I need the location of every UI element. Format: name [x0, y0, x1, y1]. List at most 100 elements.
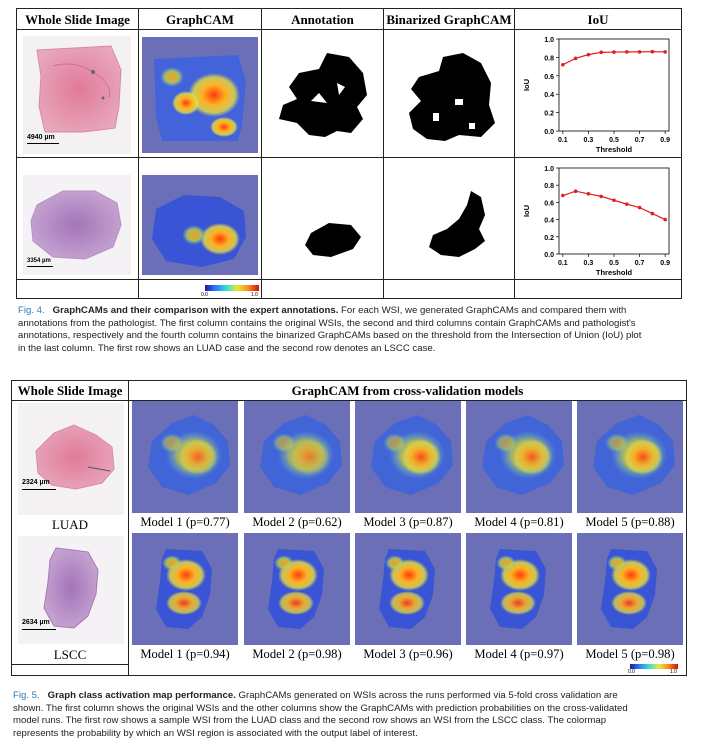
data-point	[573, 189, 578, 194]
y-tick-label: 0.6	[544, 200, 554, 207]
graphcam-panel	[355, 401, 461, 513]
caption-line: represents the probability by which an W…	[13, 727, 418, 739]
data-point	[586, 192, 591, 196]
data-point	[624, 50, 629, 54]
plot-frame	[558, 167, 670, 255]
graphcam-lscc-image	[142, 175, 258, 275]
scale-bar	[22, 629, 56, 630]
data-point	[561, 193, 565, 198]
header-iou: IoU	[587, 12, 609, 27]
scale-bar	[27, 266, 53, 267]
caption-line: model runs. The first row shows a sample…	[13, 715, 607, 727]
caption-line: annotations from the pathologist. The fi…	[18, 317, 636, 329]
data-point	[637, 50, 642, 54]
binarized-luad-image	[409, 53, 495, 141]
data-point	[573, 56, 578, 61]
graphcam-panel	[577, 401, 683, 513]
colorbar	[630, 664, 678, 669]
annotation-lscc-image	[305, 223, 361, 257]
fig5-wsi-luad	[18, 403, 124, 515]
model-label: Model 1 (p=0.77)	[140, 515, 230, 529]
fig4-title: GraphCAMs and their comparison with the …	[52, 305, 339, 316]
colorbar-max: 1.0	[670, 669, 677, 675]
fig5-title: Graph class activation map performance.	[47, 690, 236, 701]
graphcam-panel	[132, 401, 238, 513]
series-line	[562, 190, 666, 221]
row-label-lscc: LSCC	[53, 647, 87, 662]
y-tick-label: 0.2	[544, 235, 554, 242]
scale-bar-label: 2324 µm	[22, 479, 50, 486]
y-tick-label: 1.0	[544, 37, 554, 44]
x-axis-label: Threshold	[596, 145, 633, 154]
model-label: Model 2 (p=0.98)	[252, 647, 342, 661]
data-point	[650, 49, 655, 54]
data-point	[586, 52, 591, 57]
model-label: Model 5 (p=0.98)	[585, 647, 675, 661]
wsi-luad-image	[23, 36, 131, 154]
annotation-luad-image	[279, 53, 367, 137]
graphcam-luad-image	[142, 37, 258, 153]
model-label: Model 4 (p=0.81)	[474, 515, 564, 529]
x-tick-label: 0.9	[660, 137, 670, 144]
data-point	[612, 50, 616, 54]
x-tick-label: 0.5	[609, 260, 619, 267]
colorbar	[205, 285, 259, 291]
data-point	[637, 205, 642, 210]
header-whole-slide-image: Whole Slide Image	[25, 12, 130, 27]
x-tick-label: 0.3	[584, 260, 594, 267]
graphcam-panel	[244, 401, 350, 513]
data-point	[599, 194, 604, 199]
colorbar-min: 0.0	[628, 669, 635, 675]
data-point	[624, 202, 629, 206]
model-label: Model 3 (p=0.87)	[363, 515, 453, 529]
x-tick-label: 0.3	[584, 137, 594, 144]
fig5-wsi-lscc	[18, 536, 124, 644]
fig5-table: Whole Slide Image GraphCAM from cross-va…	[11, 380, 687, 676]
y-tick-label: 1.0	[544, 166, 554, 173]
x-tick-label: 0.9	[660, 260, 670, 267]
fig5-label: Fig. 5.	[13, 690, 40, 701]
x-tick-label: 0.7	[635, 137, 645, 144]
x-axis-label: Threshold	[596, 268, 633, 277]
x-tick-label: 0.7	[635, 260, 645, 267]
fig5-caption: Fig. 5. Graph class activation map perfo…	[13, 690, 713, 740]
y-axis-label: IoU	[522, 79, 531, 91]
header-annotation: Annotation	[291, 12, 354, 27]
data-point	[650, 211, 655, 216]
wsi-lscc-image	[23, 175, 131, 275]
y-tick-label: 0.8	[544, 183, 554, 190]
y-tick-label: 0.0	[544, 252, 554, 259]
data-point	[612, 198, 616, 203]
iou-chart-lscc: 0.0 0.2 0.4 0.6 0.8 1.0 0.1 0.3 0.5 0.7 0.9 Thresho…	[522, 166, 670, 277]
caption-line: annotations, respectively and the fourth…	[18, 330, 642, 342]
graphcam-panel	[466, 533, 572, 645]
fig5-header-whole-slide-image: Whole Slide Image	[17, 383, 123, 398]
caption-line: shown. The first column shows the origin…	[13, 702, 628, 714]
fig4-label: Fig. 4.	[18, 305, 45, 316]
data-point	[561, 62, 565, 67]
graphcam-panel	[132, 533, 238, 645]
scale-bar-label: 3354 µm	[27, 258, 51, 264]
caption-line: in the last column. The first row shows …	[18, 342, 436, 354]
graphcam-panel	[466, 401, 572, 513]
model-label: Model 1 (p=0.94)	[140, 647, 230, 661]
model-label: Model 2 (p=0.62)	[252, 515, 342, 529]
graphcam-panel	[355, 533, 461, 645]
binarized-lscc-image	[429, 191, 485, 257]
colorbar-max: 1.0	[251, 292, 258, 298]
fig4-caption: Fig. 4. GraphCAMs and their comparison w…	[18, 305, 708, 355]
y-tick-label: 0.4	[544, 218, 554, 225]
graphcam-panel	[577, 533, 683, 645]
data-point	[663, 217, 667, 222]
fig4-table: Whole Slide Image GraphCAM Annotation Bi…	[16, 8, 682, 299]
model-label: Model 3 (p=0.96)	[363, 647, 453, 661]
scale-bar-label: 4940 µm	[27, 134, 55, 141]
header-graphcam: GraphCAM	[166, 12, 234, 27]
y-tick-label: 0.6	[544, 74, 554, 81]
fig5-header-graphcam-cv: GraphCAM from cross-validation models	[291, 383, 524, 398]
y-tick-label: 0.4	[544, 92, 554, 99]
y-tick-label: 0.8	[544, 55, 554, 62]
y-axis-label: IoU	[522, 205, 531, 217]
scale-bar	[27, 143, 59, 144]
x-tick-label: 0.1	[558, 260, 568, 267]
